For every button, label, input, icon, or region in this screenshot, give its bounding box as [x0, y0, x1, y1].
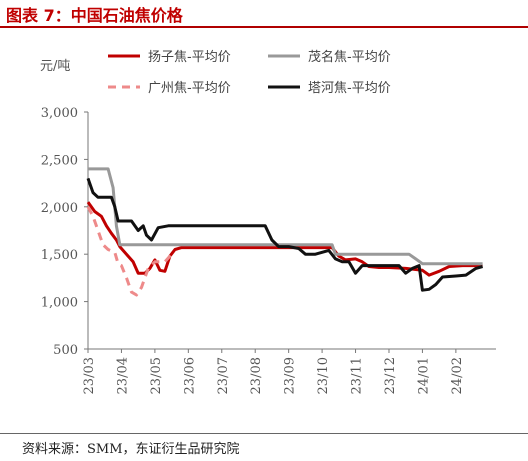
x-tick-label: 23/09: [283, 357, 298, 394]
x-tick-label: 24/02: [450, 357, 465, 394]
x-tick-label: 23/03: [82, 357, 97, 394]
series-line-2: [88, 167, 483, 266]
x-tick-label: 23/04: [115, 357, 130, 394]
series-line-4: [86, 177, 484, 292]
source-divider: [0, 433, 528, 434]
x-tick-label: 23/08: [249, 357, 264, 394]
series-line-3: [86, 206, 173, 297]
x-tick-label: 23/11: [350, 357, 365, 394]
x-tick-label: 24/01: [416, 357, 431, 394]
axes: 元/吨 500 1,000 1,500 2,000 2,500 3,000 23/03 23/0…: [40, 59, 496, 394]
source-note: 资料来源：SMM，东证衍生品研究院: [22, 442, 240, 457]
x-tick-label: 23/12: [383, 357, 398, 394]
y-unit-label: 元/吨: [40, 59, 70, 74]
legend-label-2: 茂名焦-平均价: [308, 49, 391, 65]
x-tick-label: 23/05: [149, 357, 164, 394]
legend-label-3: 广州焦-平均价: [148, 81, 231, 96]
y-tick-label: 2,000: [41, 201, 78, 216]
y-tick-label: 1,000: [41, 296, 78, 311]
x-tick-label: 23/07: [216, 357, 231, 394]
y-tick-label: 2,500: [41, 153, 78, 168]
legend-label-4: 塔河焦-平均价: [308, 81, 391, 96]
y-tick-label: 1,500: [41, 248, 78, 263]
x-tick-label: 23/06: [182, 357, 197, 394]
title-divider: [0, 26, 528, 28]
chart-title: 图表 7：中国石油焦价格: [6, 6, 183, 25]
y-tick-label: 3,000: [41, 106, 78, 121]
legend-label-1: 扬子焦-平均价: [148, 50, 231, 65]
x-tick-label: 23/10: [316, 357, 331, 394]
series-layer: [86, 167, 484, 297]
y-tick-label: 500: [53, 343, 78, 358]
